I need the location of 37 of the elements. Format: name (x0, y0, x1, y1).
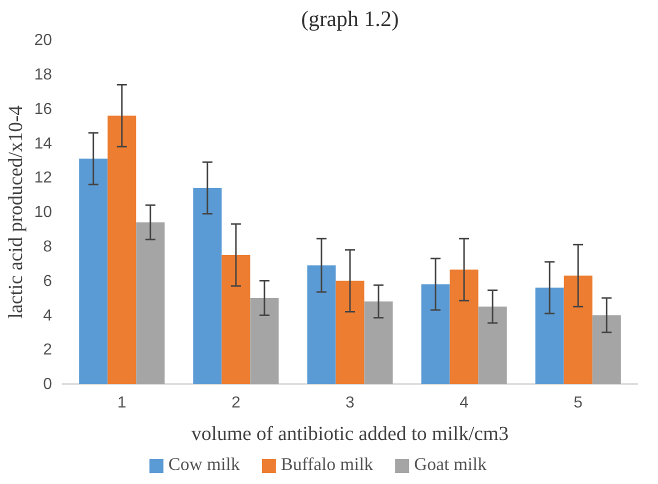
legend-label: Buffalo milk (280, 454, 374, 474)
bar (79, 158, 108, 384)
y-tick-label: 6 (43, 272, 52, 290)
x-tick-label: 5 (574, 394, 583, 412)
chart-title: (graph 1.2) (301, 6, 399, 31)
bar (364, 301, 393, 384)
y-tick-label: 18 (34, 66, 52, 84)
x-tick-label: 3 (346, 394, 355, 412)
y-axis-title: lactic acid produced/x10-4 (5, 105, 27, 319)
bar (250, 298, 279, 384)
bar (336, 280, 364, 384)
y-tick-label: 2 (43, 342, 52, 359)
bar (564, 276, 592, 384)
x-axis-title: volume of antibiotic added to milk/cm3 (191, 423, 509, 445)
bar (450, 270, 478, 384)
bar (592, 315, 621, 384)
y-tick-label: 8 (43, 238, 52, 256)
bar (421, 284, 450, 384)
bar (478, 306, 507, 384)
legend-label: Goat milk (414, 454, 487, 474)
y-tick-label: 14 (34, 135, 52, 152)
bar (193, 188, 222, 384)
bar (222, 255, 250, 384)
x-tick-label: 2 (231, 394, 240, 412)
y-tick-label: 16 (34, 100, 52, 118)
y-tick-label: 10 (34, 204, 52, 222)
y-tick-label: 0 (43, 376, 52, 394)
x-tick-label: 4 (460, 394, 469, 412)
y-tick-label: 4 (43, 307, 52, 324)
bar (535, 288, 564, 384)
bar (136, 222, 165, 384)
legend-label: Cow milk (168, 454, 240, 474)
y-tick-label: 12 (34, 170, 52, 187)
bar (108, 116, 136, 384)
y-tick-label: 20 (34, 32, 52, 50)
x-tick-label: 1 (117, 394, 126, 412)
bar (307, 265, 336, 384)
